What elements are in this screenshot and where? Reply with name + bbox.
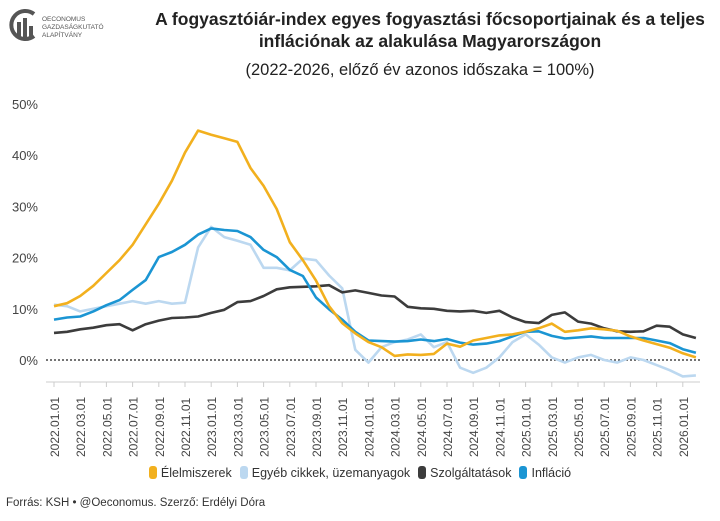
x-tick-label: 2026.01.01 <box>677 397 691 457</box>
legend-swatch <box>239 466 248 479</box>
x-tick-label: 2025.03.01 <box>546 397 560 457</box>
x-tick-label: 2025.07.01 <box>598 397 612 457</box>
legend-label: Élelmiszerek <box>160 466 232 480</box>
y-tick-label: 0% <box>19 353 38 368</box>
x-tick-label: 2025.09.01 <box>624 397 638 457</box>
chart-title: A fogyasztóiár-index egyes fogyasztási f… <box>155 9 705 51</box>
x-tick-label: 2024.11.01 <box>493 398 507 457</box>
x-tick-label: 2023.05.01 <box>258 397 272 457</box>
legend-swatch <box>418 466 427 479</box>
legend-label: Infláció <box>531 466 572 480</box>
logo-line: GAZDASÁGKUTATÓ <box>42 24 104 31</box>
legend-label: Szolgáltatások <box>430 466 512 480</box>
x-tick-label: 2025.11.01 <box>651 398 665 457</box>
chart-subtitle: (2022-2026, előző év azonos időszaka = 1… <box>245 61 595 79</box>
legend-swatch <box>148 466 157 479</box>
series-line-3 <box>53 227 697 355</box>
x-tick-label: 2023.01.01 <box>205 397 219 457</box>
y-tick-label: 20% <box>12 251 38 266</box>
source-note: Forrás: KSH • @Oeconomus. Szerző: Erdély… <box>6 497 266 509</box>
y-tick-label: 40% <box>12 148 38 163</box>
x-tick-label: 2024.03.01 <box>389 397 403 457</box>
series-line-2 <box>53 283 697 340</box>
oeconomus-logo: OECONOMUS GAZDASÁGKUTATÓ ALAPÍTVÁNY <box>8 6 128 50</box>
legend-item[interactable]: Infláció <box>519 466 571 480</box>
x-tick-label: 2024.09.01 <box>467 397 481 457</box>
x-tick-label: 2024.05.01 <box>415 397 429 457</box>
series-line-1 <box>53 225 696 378</box>
legend-label: Egyéb cikkek, üzemanyagok <box>251 466 411 480</box>
logo-icon <box>9 9 36 41</box>
x-tick-label: 2022.09.01 <box>153 397 167 457</box>
x-tick-label: 2022.03.01 <box>74 397 88 457</box>
legend-swatch <box>519 466 528 479</box>
x-tick-label: 2024.07.01 <box>441 397 455 457</box>
x-tick-label: 2024.01.01 <box>362 397 376 457</box>
legend-item[interactable]: Egyéb cikkek, üzemanyagok <box>239 466 411 480</box>
y-tick-label: 30% <box>12 199 38 214</box>
legend: Élelmiszerek Egyéb cikkek, üzemanyagok Szo… <box>0 466 720 480</box>
y-tick-label: 50% <box>12 97 38 112</box>
series-line-0 <box>53 129 697 359</box>
legend-item[interactable]: Élelmiszerek <box>148 466 232 480</box>
logo-text: OECONOMUS GAZDASÁGKUTATÓ ALAPÍTVÁNY <box>42 16 104 40</box>
x-tick-label: 2022.07.01 <box>127 397 141 457</box>
x-tick-label: 2022.05.01 <box>100 397 114 457</box>
logo-line: ALAPÍTVÁNY <box>42 32 83 39</box>
x-tick-label: 2023.09.01 <box>310 397 324 457</box>
y-tick-label: 10% <box>12 302 38 317</box>
x-tick-label: 2025.05.01 <box>572 397 586 457</box>
x-tick-label: 2023.03.01 <box>231 397 245 457</box>
x-tick-label: 2022.01.01 <box>48 397 62 457</box>
x-tick-label: 2023.11.01 <box>336 398 350 457</box>
x-tick-label: 2025.01.01 <box>520 397 534 457</box>
logo-line: OECONOMUS <box>42 16 86 23</box>
x-tick-label: 2022.11.01 <box>179 398 193 457</box>
x-tick-label: 2023.07.01 <box>284 397 298 457</box>
plot-area: 0% 10% 20% 30% 40% 50% 2022.01.01 2022.03.01 202… <box>12 97 700 457</box>
legend-item[interactable]: Szolgáltatások <box>418 466 511 480</box>
